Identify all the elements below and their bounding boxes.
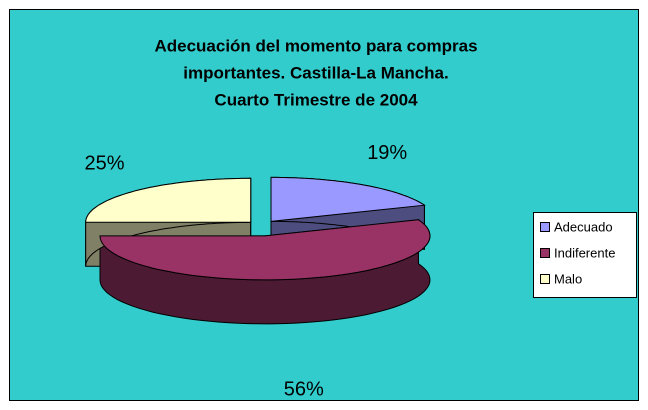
legend-label: Adecuado [554, 219, 613, 234]
chart-title: importantes. Castilla-La Mancha. [183, 63, 448, 82]
legend-swatch [540, 248, 550, 258]
pie [85, 176, 431, 325]
slice [99, 219, 431, 281]
legend-box [533, 212, 637, 298]
legend-swatch [540, 222, 550, 232]
legend-swatch [540, 274, 550, 284]
slice-tops [85, 176, 431, 281]
value-label: 19% [367, 142, 407, 164]
chart-title: Cuarto Trimestre de 2004 [214, 90, 418, 109]
value-label: 56% [284, 379, 324, 401]
slice [85, 177, 252, 223]
legend-label: Malo [554, 271, 582, 286]
chart-title: Adecuación del momento para compras [154, 36, 477, 55]
legend-label: Indiferente [554, 245, 615, 260]
slice [270, 176, 426, 222]
value-label: 25% [84, 153, 124, 175]
